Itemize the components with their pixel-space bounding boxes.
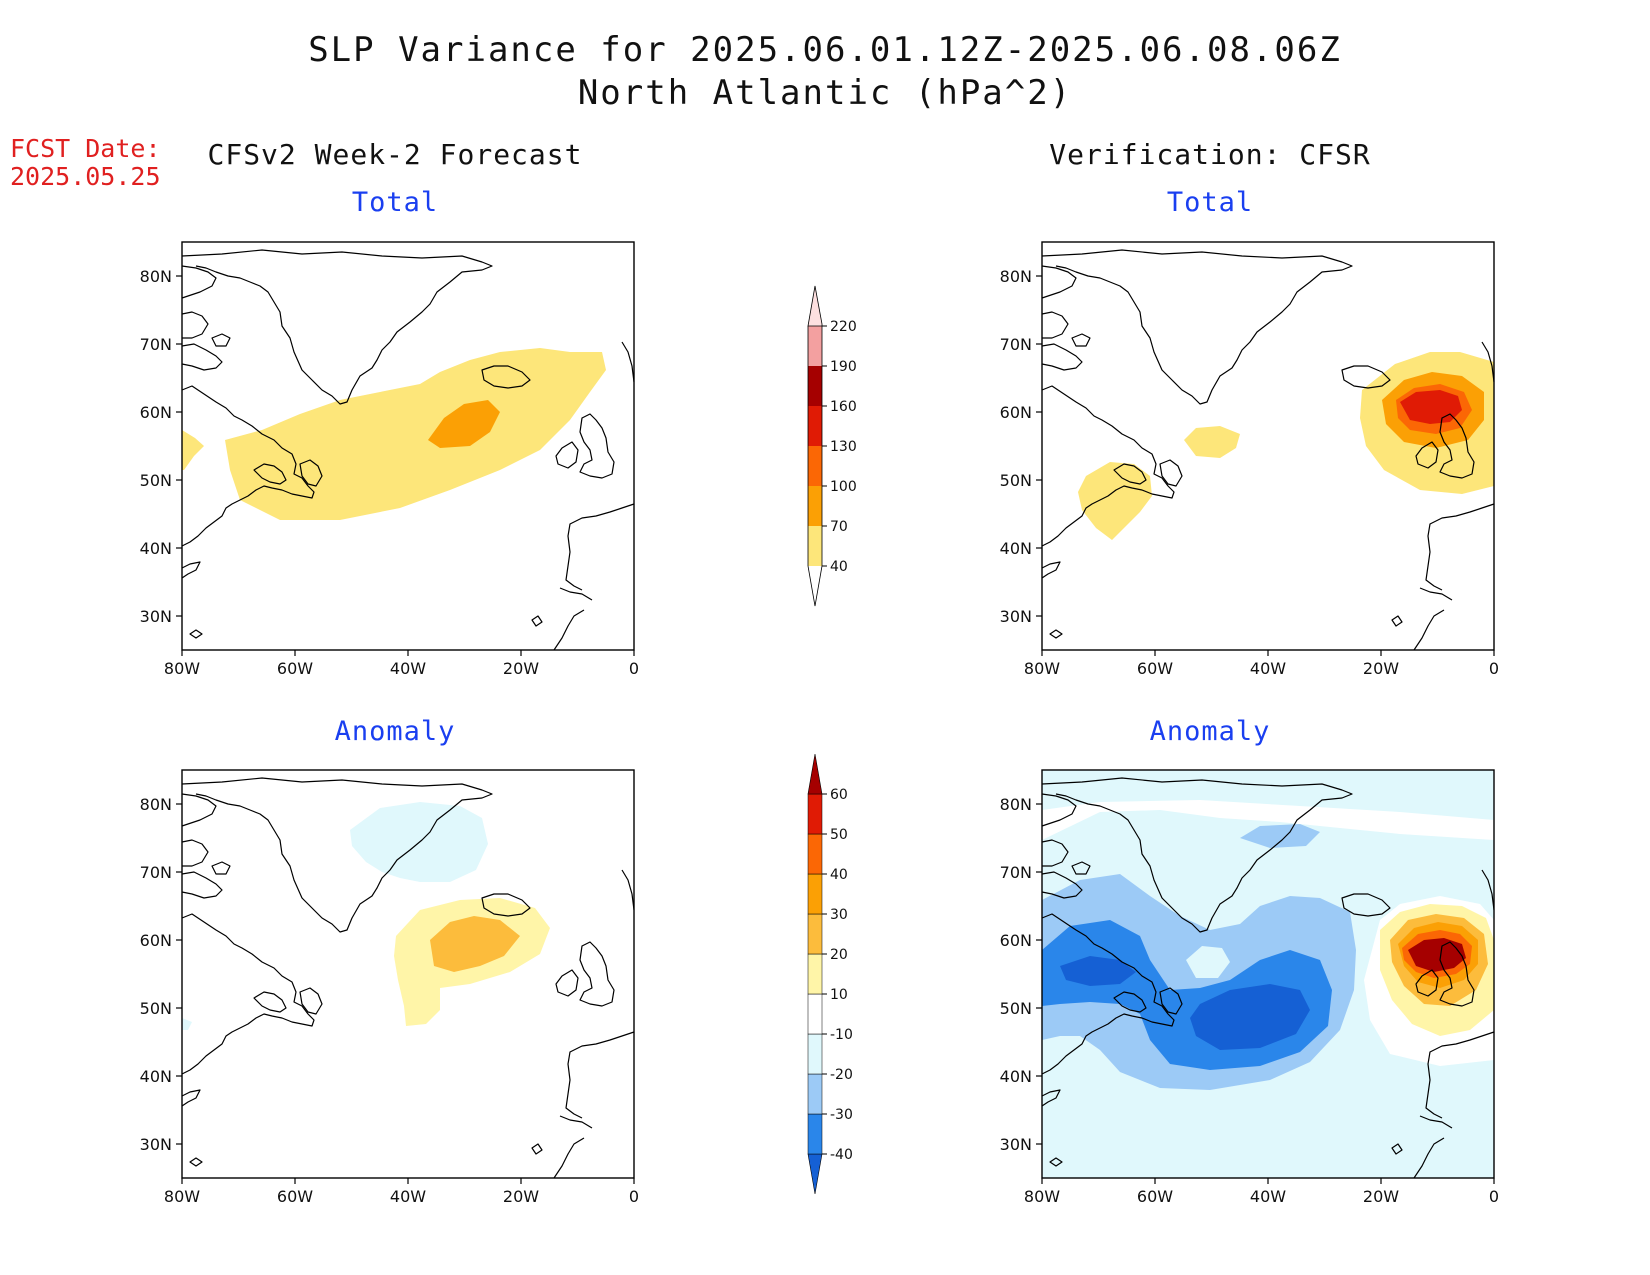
colorbar-label: -30 bbox=[830, 1107, 853, 1123]
fcst-total-lat-label: 50N bbox=[140, 471, 172, 490]
fcst-anomaly-lon-label: 80W bbox=[164, 1187, 200, 1206]
colorbar-segment bbox=[808, 446, 822, 486]
fcst-anomaly-lon-label: 20W bbox=[503, 1187, 539, 1206]
colorbar-segment bbox=[807, 793, 823, 835]
verif-total-map bbox=[1041, 241, 1495, 651]
verif-total-lat-label: 60N bbox=[1000, 403, 1032, 422]
colorbar-label: -40 bbox=[830, 1147, 853, 1163]
colorbar-segment bbox=[807, 833, 823, 875]
verif-anomaly-lat-label: 60N bbox=[1000, 931, 1032, 950]
fcst-total-lat-label: 40N bbox=[140, 539, 172, 558]
verif-total-lat-label: 40N bbox=[1000, 539, 1032, 558]
colorbar-label: 70 bbox=[830, 519, 848, 535]
fcst-anomaly-lat-label: 60N bbox=[140, 931, 172, 950]
colorbar-segment bbox=[808, 486, 822, 526]
verif-total-lon-label: 40W bbox=[1250, 659, 1286, 678]
axes-layer: 80N 70N 60N 50N 40N 30N 80W 60W 40W 20W 0 80N 70N 60N… bbox=[140, 267, 1499, 1206]
verif-anomaly-lon-label: 0 bbox=[1489, 1187, 1499, 1206]
fcst-anomaly-lat-label: 50N bbox=[140, 999, 172, 1018]
colorbar-label: -10 bbox=[830, 1027, 853, 1043]
colorbar-label: 130 bbox=[830, 439, 857, 455]
verif-total-lon-label: 80W bbox=[1024, 659, 1060, 678]
verif-total-lat-label: 70N bbox=[1000, 335, 1032, 354]
fcst-anomaly-lon-label: 40W bbox=[390, 1187, 426, 1206]
verif-total-lon-label: 60W bbox=[1137, 659, 1173, 678]
colorbar-segment bbox=[807, 913, 823, 955]
fcst-total-lat-label: 60N bbox=[140, 403, 172, 422]
colorbar-segment bbox=[807, 1153, 823, 1195]
colorbar-segment bbox=[807, 873, 823, 915]
fcst-anomaly-title: Anomaly bbox=[334, 716, 456, 747]
fcst-total-lat-label: 30N bbox=[140, 607, 172, 626]
colorbar-label: 10 bbox=[830, 987, 848, 1003]
colorbar-segment bbox=[807, 1113, 823, 1155]
verif-anomaly-lat-label: 80N bbox=[1000, 795, 1032, 814]
colorbar-label: 40 bbox=[830, 867, 848, 883]
fcst-total-lon-label: 80W bbox=[164, 659, 200, 678]
fcst-anomaly-lat-label: 30N bbox=[140, 1135, 172, 1154]
colorbar-total: 40 70 100 130 160 190 220 bbox=[807, 285, 857, 607]
colorbar-segment bbox=[807, 753, 823, 795]
main-title: SLP Variance for 2025.06.01.12Z-2025.06.… bbox=[308, 30, 1342, 70]
colorbar-segment bbox=[807, 1073, 823, 1115]
verif-total-lon-label: 20W bbox=[1363, 659, 1399, 678]
colorbar-label: 190 bbox=[830, 359, 857, 375]
colorbar-label: 30 bbox=[830, 907, 848, 923]
verif-total-lat-label: 50N bbox=[1000, 471, 1032, 490]
main-subtitle: North Atlantic (hPa^2) bbox=[577, 73, 1073, 113]
verif-anomaly-lon-label: 80W bbox=[1024, 1187, 1060, 1206]
colorbar-segment bbox=[808, 406, 822, 446]
colorbar-segment bbox=[807, 953, 823, 995]
verif-anomaly-lat-label: 50N bbox=[1000, 999, 1032, 1018]
colorbar-label: 20 bbox=[830, 947, 848, 963]
verif-anomaly-lat-label: 40N bbox=[1000, 1067, 1032, 1086]
colorbar-segment bbox=[808, 366, 822, 406]
colorbar-label: 160 bbox=[830, 399, 857, 415]
verif-total-lat-label: 80N bbox=[1000, 267, 1032, 286]
colorbar-anomaly: -40 -30 -20 -10 10 20 30 40 50 60 bbox=[807, 753, 853, 1195]
left-column-title: CFSv2 Week-2 Forecast bbox=[207, 138, 583, 171]
colorbar-label: 220 bbox=[830, 319, 857, 335]
fcst-total-lon-label: 20W bbox=[503, 659, 539, 678]
fcst-anomaly-lon-label: 0 bbox=[629, 1187, 639, 1206]
colorbar-segment bbox=[808, 326, 822, 366]
fcst-total-lon-label: 0 bbox=[629, 659, 639, 678]
colorbar-label: 60 bbox=[830, 787, 848, 803]
colorbar-segment bbox=[807, 1033, 823, 1075]
verif-anomaly-map bbox=[1041, 769, 1495, 1179]
fcst-total-lat-label: 70N bbox=[140, 335, 172, 354]
colorbar-label: 100 bbox=[830, 479, 857, 495]
fcst-total-lat-label: 80N bbox=[140, 267, 172, 286]
verif-anomaly-lat-label: 30N bbox=[1000, 1135, 1032, 1154]
fcst-total-map bbox=[181, 241, 635, 651]
colorbar-segment bbox=[807, 285, 823, 327]
fcst-anomaly-map bbox=[181, 769, 635, 1179]
fcst-anomaly-lat-label: 70N bbox=[140, 863, 172, 882]
colorbar-segment bbox=[808, 526, 822, 566]
verif-anomaly-lat-label: 70N bbox=[1000, 863, 1032, 882]
colorbar-label: -20 bbox=[830, 1067, 853, 1083]
fcst-total-title: Total bbox=[351, 187, 439, 218]
fcst-anomaly-lon-label: 60W bbox=[277, 1187, 313, 1206]
fcst-date: 2025.05.25 bbox=[10, 162, 161, 191]
verif-anomaly-lon-label: 40W bbox=[1250, 1187, 1286, 1206]
fcst-anomaly-lat-label: 40N bbox=[140, 1067, 172, 1086]
verif-anomaly-title: Anomaly bbox=[1149, 716, 1271, 747]
fcst-total-lon-label: 60W bbox=[277, 659, 313, 678]
colorbar-label: 40 bbox=[830, 559, 848, 575]
verif-total-lat-label: 30N bbox=[1000, 607, 1032, 626]
verif-total-lon-label: 0 bbox=[1489, 659, 1499, 678]
verif-total-title: Total bbox=[1166, 187, 1254, 218]
right-column-title: Verification: CFSR bbox=[1049, 138, 1371, 171]
colorbar-segment bbox=[807, 993, 823, 1035]
verif-anomaly-lon-label: 20W bbox=[1363, 1187, 1399, 1206]
colorbar-label: 50 bbox=[830, 827, 848, 843]
verif-anomaly-lon-label: 60W bbox=[1137, 1187, 1173, 1206]
fcst-anomaly-lat-label: 80N bbox=[140, 795, 172, 814]
fcst-label: FCST Date: bbox=[10, 134, 161, 163]
fcst-total-lon-label: 40W bbox=[390, 659, 426, 678]
